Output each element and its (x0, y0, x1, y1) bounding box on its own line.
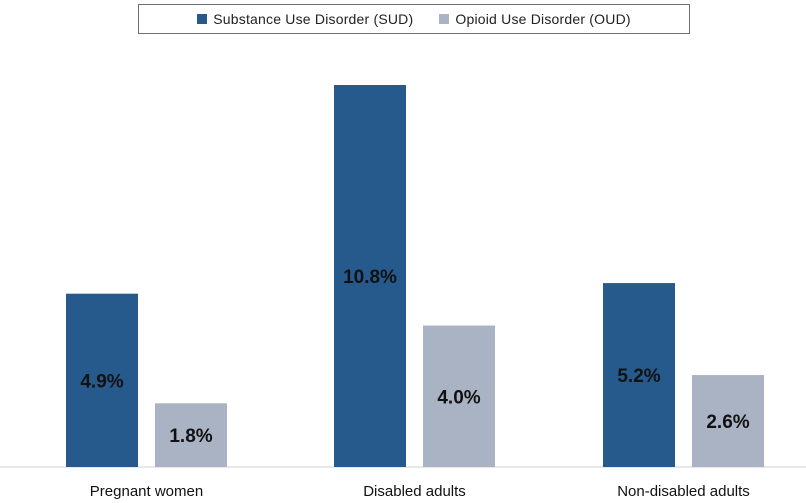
legend-swatch-oud (439, 14, 450, 24)
category-label: Pregnant women (90, 483, 203, 500)
data-label: 1.8% (169, 426, 212, 447)
bar-oud-2 (692, 375, 764, 467)
bar-oud-0 (155, 403, 227, 467)
data-label: 10.8% (343, 267, 397, 288)
category-label: Non-disabled adults (617, 483, 750, 500)
legend-item-oud: Opioid Use Disorder (OUD) (439, 11, 631, 27)
bar-sud-0 (66, 293, 138, 467)
bar-sud-1 (334, 85, 406, 467)
data-label: 2.6% (706, 412, 749, 433)
bar-sud-2 (603, 283, 675, 467)
chart-legend: Substance Use Disorder (SUD) Opioid Use … (138, 4, 690, 34)
legend-label-oud: Opioid Use Disorder (OUD) (455, 11, 631, 27)
data-label: 4.9% (80, 371, 123, 392)
legend-swatch-sud (197, 14, 208, 24)
legend-item-sud: Substance Use Disorder (SUD) (197, 11, 413, 27)
category-label: Disabled adults (363, 483, 466, 500)
data-label: 4.0% (437, 387, 480, 408)
legend-label-sud: Substance Use Disorder (SUD) (213, 11, 414, 27)
bar-oud-1 (423, 325, 495, 467)
data-label: 5.2% (617, 366, 660, 387)
